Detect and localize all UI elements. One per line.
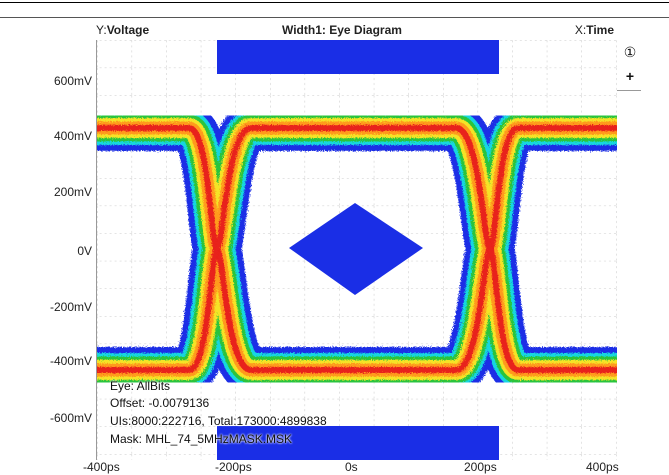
y-axis-label: Y:Voltage: [96, 23, 149, 37]
eye-trace-red: [97, 125, 617, 373]
mask-name-readout: Mask: MHL_74_5MHzMASK.MSK: [110, 432, 293, 446]
side-separator: [617, 90, 641, 91]
y-tick-label: 0V: [77, 244, 92, 258]
ui-count-readout: UIs:8000:222716, Total:173000:4899838: [110, 414, 327, 428]
top-border: [0, 2, 669, 3]
offset-readout: Offset: -0.0079136: [110, 396, 210, 410]
x-axis-name: Time: [586, 23, 614, 37]
x-tick-label: -200ps: [215, 460, 252, 474]
y-axis-prefix: Y:: [96, 23, 107, 37]
top-border-inner: [0, 17, 669, 18]
mask-bottom-region: [217, 426, 499, 460]
eye-diagram-canvas: [97, 40, 617, 460]
eye-trace-red: [97, 125, 617, 373]
y-tick-label: 200mV: [53, 185, 92, 199]
plot-header: Y:Voltage Width1: Eye Diagram X:Time: [96, 20, 616, 40]
y-tick-label: -200mV: [49, 300, 92, 314]
eye-source-label: Eye: AllBits: [110, 379, 171, 393]
add-button[interactable]: +: [625, 68, 635, 84]
x-tick-label: 200ps: [464, 460, 497, 474]
mask-top-region: [217, 40, 499, 74]
eye-traces: [97, 105, 617, 393]
y-tick-label: 400mV: [53, 129, 92, 143]
x-axis-label: X:Time: [575, 23, 614, 37]
x-tick-label: 0s: [345, 460, 358, 474]
cursor-1-button[interactable]: ①: [623, 44, 637, 60]
x-tick-label: -400ps: [83, 460, 120, 474]
x-axis-prefix: X:: [574, 23, 587, 37]
plot-title: Width1: Eye Diagram: [282, 23, 402, 37]
y-tick-label: 600mV: [53, 74, 92, 88]
y-axis-name: Voltage: [106, 23, 150, 37]
mask-center-region: [289, 203, 423, 295]
y-tick-label: -600mV: [49, 411, 92, 425]
eye-diagram-plot[interactable]: [96, 40, 617, 460]
x-tick-label: 400ps: [586, 460, 619, 474]
y-tick-label: -400mV: [49, 354, 92, 368]
